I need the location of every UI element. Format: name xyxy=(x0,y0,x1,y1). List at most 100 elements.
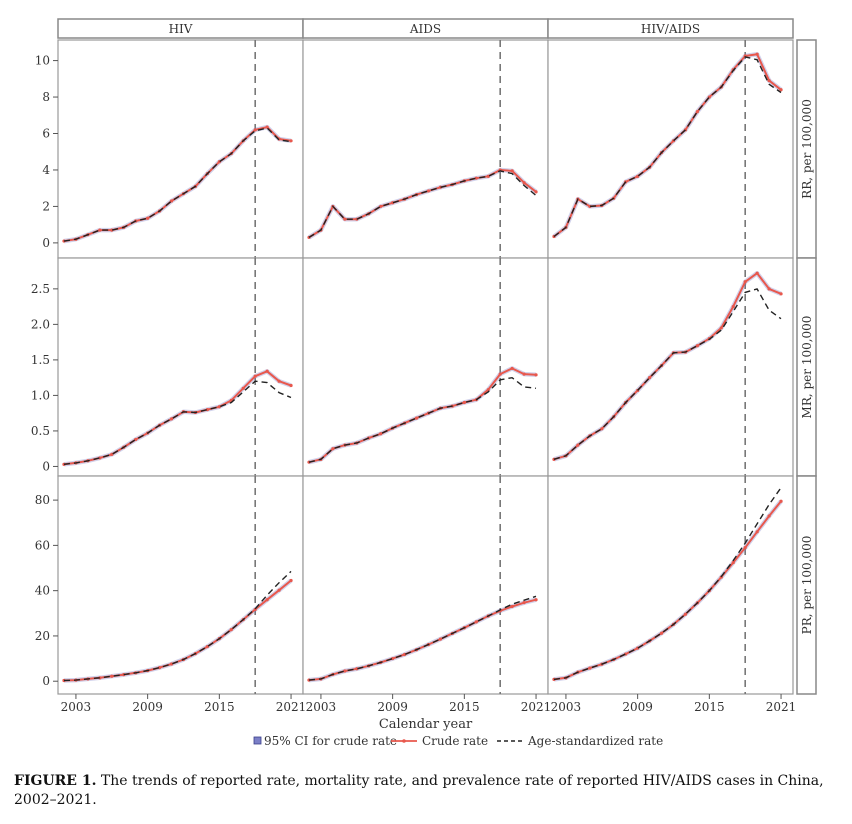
y-tick-label: 6 xyxy=(42,127,50,141)
panel-frame xyxy=(302,475,549,695)
crude-point-2011 xyxy=(414,416,419,420)
crude-point-2016 xyxy=(719,326,723,330)
crude-point-2014 xyxy=(695,110,699,114)
crude-point-2005 xyxy=(98,228,102,232)
crude-point-2017 xyxy=(486,388,490,392)
crude-point-2005 xyxy=(343,217,347,221)
strip-label-hiv-aids: HIV/AIDS xyxy=(641,22,700,36)
crude-point-2011 xyxy=(659,631,664,635)
strip-label-hiv: HIV xyxy=(169,22,193,36)
crude-point-2021 xyxy=(779,499,783,503)
strip-label-aids: AIDS xyxy=(409,22,441,36)
crude-point-2011 xyxy=(169,417,174,421)
caption-text: The trends of reported rate, mortality r… xyxy=(14,773,824,808)
y-tick-label: 8 xyxy=(42,90,50,104)
row-strip-pr-per-100-000 xyxy=(796,475,817,695)
series-age-standardized-rate xyxy=(308,595,537,681)
crude-point-2010 xyxy=(647,376,652,380)
crude-point-2020 xyxy=(522,372,526,376)
crude-point-2020 xyxy=(767,287,771,291)
legend-swatch-ci xyxy=(253,736,262,745)
series-age-standardized-rate xyxy=(63,570,292,682)
crude-point-2018 xyxy=(743,546,747,550)
x-tick-label: 2021 xyxy=(521,700,552,714)
crude-point-2004 xyxy=(331,447,335,451)
crude-point-2018 xyxy=(253,128,257,132)
caption-label: FIGURE 1. xyxy=(14,773,97,789)
panel-aids-mr-per-100-000 xyxy=(302,257,549,477)
panel-aids-rr-per-100-000 xyxy=(302,39,549,259)
panel-hiv-aids-rr-per-100-000 xyxy=(547,39,794,259)
crude-point-2005 xyxy=(588,204,592,209)
y-tick-label: 0 xyxy=(42,674,50,688)
y-tick-label: 80 xyxy=(35,493,50,507)
crude-point-2004 xyxy=(576,443,580,447)
legend-label-crude-rate: Crude rate xyxy=(422,734,488,748)
series-age-standardized-rate xyxy=(553,487,782,681)
crude-point-2015 xyxy=(462,400,466,405)
panel-frame xyxy=(547,39,794,259)
crude-point-2009 xyxy=(146,216,150,220)
crude-point-2019 xyxy=(510,366,514,371)
y-tick-label: 0 xyxy=(42,459,50,473)
crude-point-2014 xyxy=(695,344,699,348)
crude-point-2020 xyxy=(522,181,526,185)
crude-point-2002 xyxy=(62,239,66,243)
crude-point-2021 xyxy=(289,139,293,143)
crude-point-2017 xyxy=(241,386,245,390)
crude-point-2021 xyxy=(779,88,783,92)
crude-point-2019 xyxy=(265,598,269,602)
y-tick-label: 60 xyxy=(35,538,50,552)
panel-hiv-pr-per-100-000 xyxy=(57,475,304,695)
crude-point-2019 xyxy=(265,369,269,373)
legend-label-ci: 95% CI for crude rate xyxy=(264,734,397,748)
chart-figure: HIV AIDS HIV/AIDS RR, per 100,000 MR, per 10… xyxy=(31,18,817,748)
crude-point-2008 xyxy=(379,204,383,209)
legend-marker-crude-rate xyxy=(402,739,406,743)
panel-frame xyxy=(302,39,549,259)
panel-frame xyxy=(547,257,794,477)
crude-point-2021 xyxy=(289,383,293,388)
series-age-standardized-rate xyxy=(63,127,292,242)
crude-point-2012 xyxy=(426,189,431,193)
crude-point-2019 xyxy=(755,52,759,56)
panel-hiv-aids-pr-per-100-000 xyxy=(547,475,794,695)
y-tick-label: 2 xyxy=(42,199,50,213)
crude-point-2019 xyxy=(265,125,269,129)
y-tick-label: 4 xyxy=(42,163,50,177)
y-tick-label: 2.5 xyxy=(31,282,50,296)
x-tick-label: 2021 xyxy=(766,700,797,714)
series-age-standardized-rate xyxy=(553,288,782,460)
crude-point-2002 xyxy=(307,678,311,682)
y-tick-label: 0 xyxy=(42,236,50,250)
crude-point-2021 xyxy=(534,190,538,194)
crude-point-2005 xyxy=(588,666,592,670)
x-tick-label: 2015 xyxy=(694,700,725,714)
panel-frame xyxy=(57,475,304,695)
x-axis-title: Calendar year xyxy=(379,717,473,732)
series-age-standardized-rate xyxy=(308,376,537,463)
y-tick-label: 0.5 xyxy=(31,424,50,438)
crude-point-2021 xyxy=(289,578,293,583)
panel-frame xyxy=(57,257,304,477)
crude-point-2013 xyxy=(438,637,443,641)
crude-point-2020 xyxy=(522,601,526,605)
crude-point-2020 xyxy=(277,379,281,383)
x-tick-label: 2021 xyxy=(276,700,307,714)
y-tick-label: 2.0 xyxy=(31,317,50,331)
crude-point-2021 xyxy=(534,598,538,602)
panel-aids-pr-per-100-000 xyxy=(302,475,549,695)
crude-point-2011 xyxy=(169,199,174,203)
crude-point-2016 xyxy=(474,620,478,624)
crude-point-2020 xyxy=(767,79,771,83)
crude-point-2019 xyxy=(510,169,514,173)
crude-point-2005 xyxy=(343,669,347,673)
panel-hiv-mr-per-100-000 xyxy=(57,257,304,477)
crude-point-2018 xyxy=(743,280,747,284)
crude-point-2021 xyxy=(534,373,538,377)
x-tick-label: 2003 xyxy=(306,700,337,714)
crude-point-2013 xyxy=(683,612,688,616)
strip-header-hiv-aids xyxy=(547,18,794,39)
crude-point-2006 xyxy=(110,674,114,678)
crude-point-2018 xyxy=(253,374,257,378)
